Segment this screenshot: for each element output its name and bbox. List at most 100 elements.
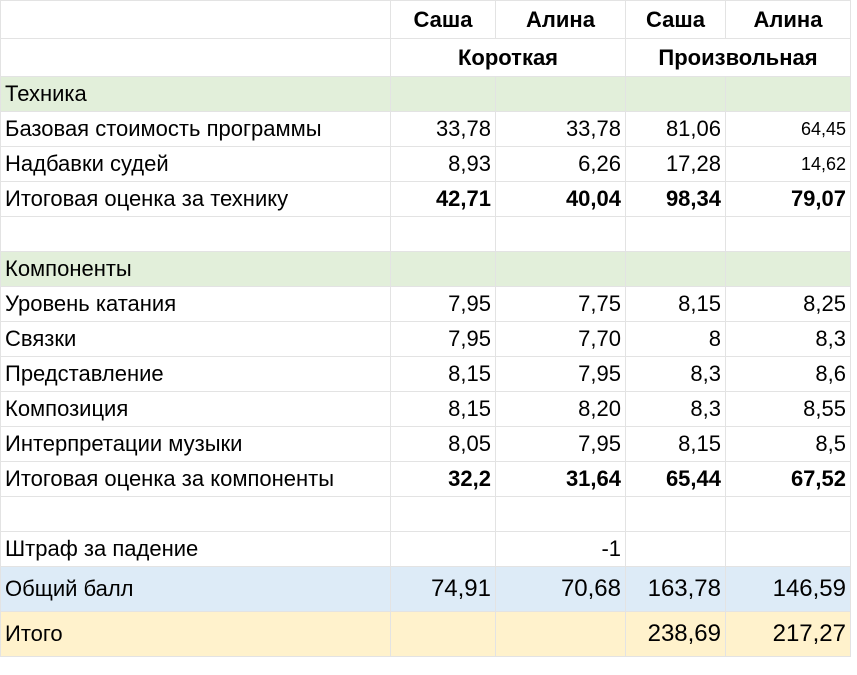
header-program-short[interactable]: Короткая <box>390 38 626 77</box>
cell-value[interactable]: 98,34 <box>625 181 726 217</box>
cell-value[interactable]: 7,70 <box>495 321 626 357</box>
table-row: Интерпретации музыки 8,05 7,95 8,15 8,5 <box>0 426 851 462</box>
cell-value[interactable]: 7,95 <box>495 356 626 392</box>
cell-value[interactable]: 238,69 <box>625 611 726 657</box>
cell-value[interactable]: 8,6 <box>725 356 851 392</box>
cell-empty[interactable] <box>390 496 496 532</box>
cell-value[interactable]: 8,3 <box>625 391 726 427</box>
cell-empty[interactable] <box>625 531 726 567</box>
table-row-total: Итоговая оценка за компоненты 32,2 31,64… <box>0 461 851 497</box>
cell-value[interactable]: 8,05 <box>390 426 496 462</box>
cell-value[interactable]: 8,3 <box>625 356 726 392</box>
total-score-row: Общий балл 74,91 70,68 163,78 146,59 <box>0 566 851 612</box>
cell-value[interactable]: 32,2 <box>390 461 496 497</box>
cell-empty[interactable] <box>495 216 626 252</box>
cell-empty[interactable] <box>725 251 851 287</box>
row-label[interactable]: Надбавки судей <box>0 146 391 182</box>
row-label[interactable]: Представление <box>0 356 391 392</box>
table-row: Надбавки судей 8,93 6,26 17,28 14,62 <box>0 146 851 182</box>
row-label[interactable]: Композиция <box>0 391 391 427</box>
section-components-title[interactable]: Компоненты <box>0 251 391 287</box>
row-label[interactable]: Интерпретации музыки <box>0 426 391 462</box>
cell-value[interactable]: 7,95 <box>495 426 626 462</box>
header-program-row: Короткая Произвольная <box>0 38 851 77</box>
cell-value[interactable]: 8,15 <box>625 426 726 462</box>
cell-empty[interactable] <box>0 216 391 252</box>
cell-empty[interactable] <box>390 76 496 112</box>
cell-value[interactable]: 8,15 <box>390 391 496 427</box>
cell-empty[interactable] <box>495 251 626 287</box>
cell-empty[interactable] <box>495 76 626 112</box>
cell-value[interactable]: 79,07 <box>725 181 851 217</box>
header-name-free-alina[interactable]: Алина <box>725 0 851 39</box>
cell-value[interactable]: 40,04 <box>495 181 626 217</box>
cell-empty[interactable] <box>725 76 851 112</box>
cell-value[interactable]: 74,91 <box>390 566 496 612</box>
cell-empty[interactable] <box>625 76 726 112</box>
cell-empty[interactable] <box>725 531 851 567</box>
cell-value[interactable]: 163,78 <box>625 566 726 612</box>
header-names-row: Саша Алина Саша Алина <box>0 0 851 39</box>
cell-value[interactable]: 6,26 <box>495 146 626 182</box>
cell-empty[interactable] <box>625 216 726 252</box>
row-label[interactable]: Итоговая оценка за компоненты <box>0 461 391 497</box>
cell-empty[interactable] <box>390 251 496 287</box>
cell-value[interactable]: 8,20 <box>495 391 626 427</box>
cell-value[interactable]: 8 <box>625 321 726 357</box>
cell-empty[interactable] <box>495 496 626 532</box>
cell-value[interactable]: -1 <box>495 531 626 567</box>
cell-value[interactable]: 217,27 <box>725 611 851 657</box>
row-label[interactable]: Штраф за падение <box>0 531 391 567</box>
row-label[interactable]: Базовая стоимость программы <box>0 111 391 147</box>
header-name-free-sasha[interactable]: Саша <box>625 0 726 39</box>
cell-value[interactable]: 67,52 <box>725 461 851 497</box>
row-label[interactable]: Итого <box>0 611 391 657</box>
cell-empty[interactable] <box>725 496 851 532</box>
row-label[interactable]: Связки <box>0 321 391 357</box>
cell-value[interactable]: 8,93 <box>390 146 496 182</box>
row-label[interactable]: Общий балл <box>0 566 391 612</box>
final-row: Итого 238,69 217,27 <box>0 611 851 657</box>
cell-empty[interactable] <box>495 611 626 657</box>
section-technique-row: Техника <box>0 76 851 112</box>
header-program-free[interactable]: Произвольная <box>625 38 851 77</box>
cell-value[interactable]: 8,15 <box>625 286 726 322</box>
cell-empty[interactable] <box>625 496 726 532</box>
spacer-row <box>0 496 851 532</box>
cell-value[interactable]: 7,75 <box>495 286 626 322</box>
cell-value[interactable]: 64,45 <box>725 111 851 147</box>
header-name-short-alina[interactable]: Алина <box>495 0 626 39</box>
table-row-total: Итоговая оценка за технику 42,71 40,04 9… <box>0 181 851 217</box>
cell-empty[interactable] <box>625 251 726 287</box>
cell-empty[interactable] <box>0 496 391 532</box>
cell-value[interactable]: 31,64 <box>495 461 626 497</box>
cell-value[interactable]: 7,95 <box>390 321 496 357</box>
cell-value[interactable]: 65,44 <box>625 461 726 497</box>
cell-empty[interactable] <box>0 0 391 39</box>
section-technique-title[interactable]: Техника <box>0 76 391 112</box>
cell-value[interactable]: 8,25 <box>725 286 851 322</box>
cell-value[interactable]: 14,62 <box>725 146 851 182</box>
scores-table: Саша Алина Саша Алина Короткая Произволь… <box>0 0 851 657</box>
cell-value[interactable]: 8,55 <box>725 391 851 427</box>
cell-value[interactable]: 81,06 <box>625 111 726 147</box>
cell-value[interactable]: 17,28 <box>625 146 726 182</box>
cell-value[interactable]: 8,5 <box>725 426 851 462</box>
row-label[interactable]: Уровень катания <box>0 286 391 322</box>
cell-value[interactable]: 7,95 <box>390 286 496 322</box>
cell-value[interactable]: 8,3 <box>725 321 851 357</box>
cell-empty[interactable] <box>725 216 851 252</box>
cell-value[interactable]: 70,68 <box>495 566 626 612</box>
cell-value[interactable]: 8,15 <box>390 356 496 392</box>
cell-empty[interactable] <box>390 611 496 657</box>
table-row: Уровень катания 7,95 7,75 8,15 8,25 <box>0 286 851 322</box>
header-name-short-sasha[interactable]: Саша <box>390 0 496 39</box>
row-label[interactable]: Итоговая оценка за технику <box>0 181 391 217</box>
cell-empty[interactable] <box>0 38 391 77</box>
cell-value[interactable]: 42,71 <box>390 181 496 217</box>
cell-value[interactable]: 146,59 <box>725 566 851 612</box>
cell-value[interactable]: 33,78 <box>495 111 626 147</box>
cell-empty[interactable] <box>390 531 496 567</box>
cell-value[interactable]: 33,78 <box>390 111 496 147</box>
cell-empty[interactable] <box>390 216 496 252</box>
